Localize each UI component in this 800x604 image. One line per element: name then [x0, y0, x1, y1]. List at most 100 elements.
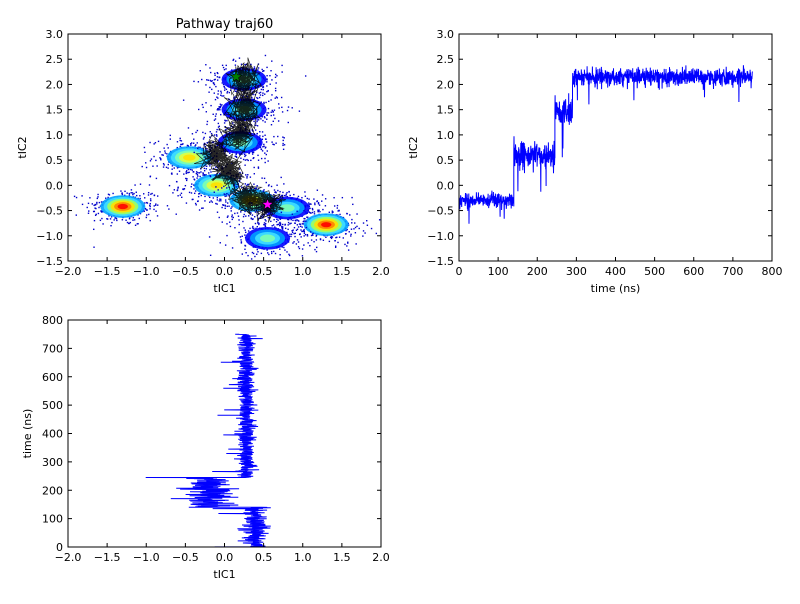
density-point	[87, 212, 90, 214]
density-point	[216, 71, 219, 74]
density-point	[287, 224, 289, 226]
density-point	[324, 198, 327, 200]
density-point	[177, 186, 179, 188]
density-point	[128, 218, 131, 220]
density-point	[93, 246, 95, 248]
density-point	[262, 190, 264, 192]
density-point	[179, 145, 181, 148]
density-point	[346, 245, 348, 247]
density-point	[276, 218, 278, 220]
density-point	[277, 189, 279, 192]
density-point	[132, 219, 134, 221]
density-point	[212, 113, 214, 115]
density-point	[270, 252, 273, 255]
density-point	[147, 191, 150, 194]
density-point	[209, 254, 212, 257]
density-point	[193, 178, 195, 180]
density-point	[224, 129, 227, 131]
density-point	[216, 211, 219, 213]
density-point	[110, 224, 112, 227]
density-point	[256, 132, 258, 135]
density-point	[190, 192, 193, 194]
density-point	[262, 92, 264, 94]
density-point	[205, 111, 208, 113]
density-point	[190, 144, 192, 146]
density-point	[286, 195, 289, 198]
density-point	[240, 175, 242, 177]
density-point	[297, 241, 300, 243]
density-point	[270, 114, 272, 117]
density-point	[96, 197, 99, 200]
density-point	[283, 246, 285, 249]
density-point	[221, 187, 223, 189]
density-point	[202, 173, 204, 175]
density-point	[218, 125, 221, 127]
density-point	[217, 72, 219, 75]
density-point	[354, 232, 357, 234]
density-point	[325, 236, 327, 238]
density-point	[362, 235, 364, 237]
density-point	[290, 235, 292, 238]
density-point	[235, 156, 238, 159]
density-point	[211, 141, 213, 144]
density-point	[259, 146, 262, 149]
density-point	[198, 108, 200, 111]
density-point	[301, 223, 304, 225]
density-point	[268, 100, 270, 103]
density-point	[86, 206, 88, 209]
density-point	[310, 203, 312, 205]
density-point	[292, 229, 294, 231]
density-point	[289, 194, 291, 197]
density-point	[269, 261, 270, 262]
density-point	[304, 75, 307, 77]
density-point	[108, 215, 110, 217]
density-point	[183, 188, 186, 190]
density-point	[179, 194, 182, 196]
density-point	[130, 192, 132, 194]
density-point	[244, 245, 247, 247]
density-point	[231, 206, 233, 208]
density-point	[248, 86, 250, 89]
density-point	[279, 217, 281, 220]
density-point	[223, 122, 226, 124]
density-point	[145, 166, 148, 169]
density-point	[281, 226, 283, 228]
density-point	[214, 115, 217, 117]
density-point	[251, 214, 254, 216]
density-point	[298, 110, 301, 112]
density-point	[238, 57, 241, 59]
density-point	[235, 153, 237, 156]
density-point	[214, 78, 216, 81]
density-point	[146, 202, 149, 204]
density-point	[266, 112, 268, 114]
density-point	[126, 192, 128, 194]
density-point	[281, 71, 283, 73]
density-point	[237, 185, 240, 187]
density-point	[224, 87, 226, 89]
density-point	[196, 177, 198, 179]
density-point	[243, 213, 245, 216]
density-point	[220, 200, 222, 202]
density-point	[199, 70, 201, 72]
density-point	[188, 171, 190, 174]
density-point	[110, 216, 113, 218]
density-point	[293, 241, 295, 243]
density-point	[264, 225, 266, 227]
x-tick-label: −1.0	[133, 265, 160, 278]
density-point	[190, 168, 192, 171]
density-point	[191, 183, 193, 185]
density-point	[250, 212, 252, 214]
density-point	[230, 210, 232, 212]
density-point	[75, 196, 78, 199]
density-point	[274, 76, 277, 79]
density-point	[94, 214, 97, 217]
density-point	[97, 196, 99, 198]
density-point	[263, 143, 265, 146]
density-point	[215, 131, 218, 133]
density-point	[164, 150, 166, 152]
x-ticks: 0 100 200 300 400 500 600 700 800	[456, 34, 783, 278]
density-point	[337, 210, 339, 212]
density-point	[197, 172, 199, 174]
density-point	[334, 246, 337, 249]
density-point	[222, 95, 225, 97]
